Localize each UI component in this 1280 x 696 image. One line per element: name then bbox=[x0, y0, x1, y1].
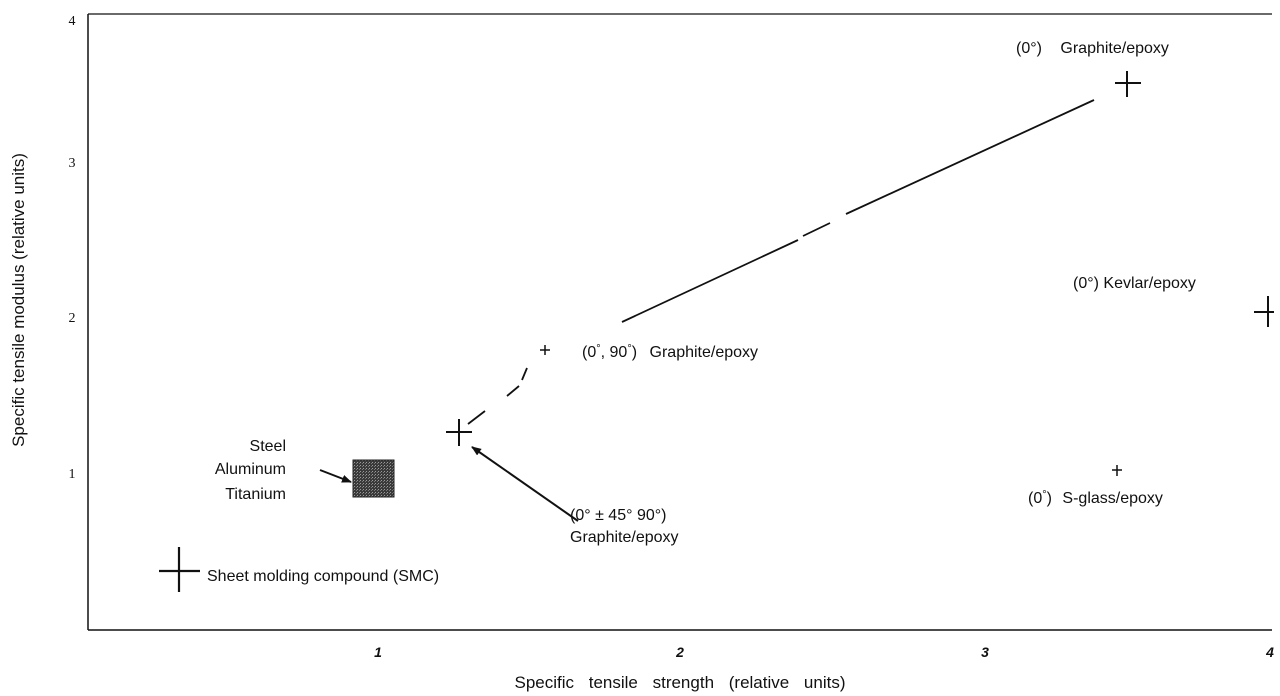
y-tick-label: 4 bbox=[69, 14, 76, 29]
x-axis-title: Specific tensile strength (relative unit… bbox=[514, 673, 845, 692]
arrow-graphite-45 bbox=[471, 446, 579, 522]
label-steel: Steel bbox=[250, 438, 286, 455]
metals-region bbox=[352, 459, 395, 498]
label-titanium: Titanium bbox=[225, 486, 286, 503]
trend-line bbox=[467, 99, 1095, 425]
point-marker-graphite-45 bbox=[446, 419, 472, 446]
y-tick-label: 2 bbox=[69, 311, 76, 326]
point-marker-smc bbox=[159, 547, 200, 592]
label-graphite-0-90: (0°, 90°) Graphite/epoxy bbox=[582, 343, 758, 361]
y-axis-title: Specific tensile modulus (relative units… bbox=[9, 153, 28, 447]
point-marker-graphite-0-90 bbox=[540, 345, 550, 355]
x-tick-label: 3 bbox=[981, 644, 989, 660]
point-marker-kevlar bbox=[1254, 296, 1274, 327]
point-marker-graphite-0 bbox=[1115, 71, 1141, 97]
label-graphite-0: (0°) Graphite/epoxy bbox=[1016, 40, 1169, 57]
arrow-metals bbox=[319, 469, 352, 483]
y-tick-label: 3 bbox=[69, 156, 76, 171]
label-kevlar: (0°) Kevlar/epoxy bbox=[1073, 275, 1196, 292]
point-marker-sglass bbox=[1112, 465, 1122, 476]
label-graphite-45-line2: Graphite/epoxy bbox=[570, 529, 679, 546]
label-aluminum: Aluminum bbox=[215, 461, 286, 478]
y-tick-label: 1 bbox=[69, 467, 76, 482]
label-smc: Sheet molding compound (SMC) bbox=[207, 568, 439, 585]
x-tick-label: 4 bbox=[1265, 644, 1274, 660]
x-tick-label: 1 bbox=[374, 644, 382, 660]
label-graphite-45-line1: (0° ± 45° 90°) bbox=[570, 507, 666, 524]
label-sglass: (0°) S-glass/epoxy bbox=[1028, 489, 1163, 507]
x-tick-label: 2 bbox=[675, 644, 684, 660]
